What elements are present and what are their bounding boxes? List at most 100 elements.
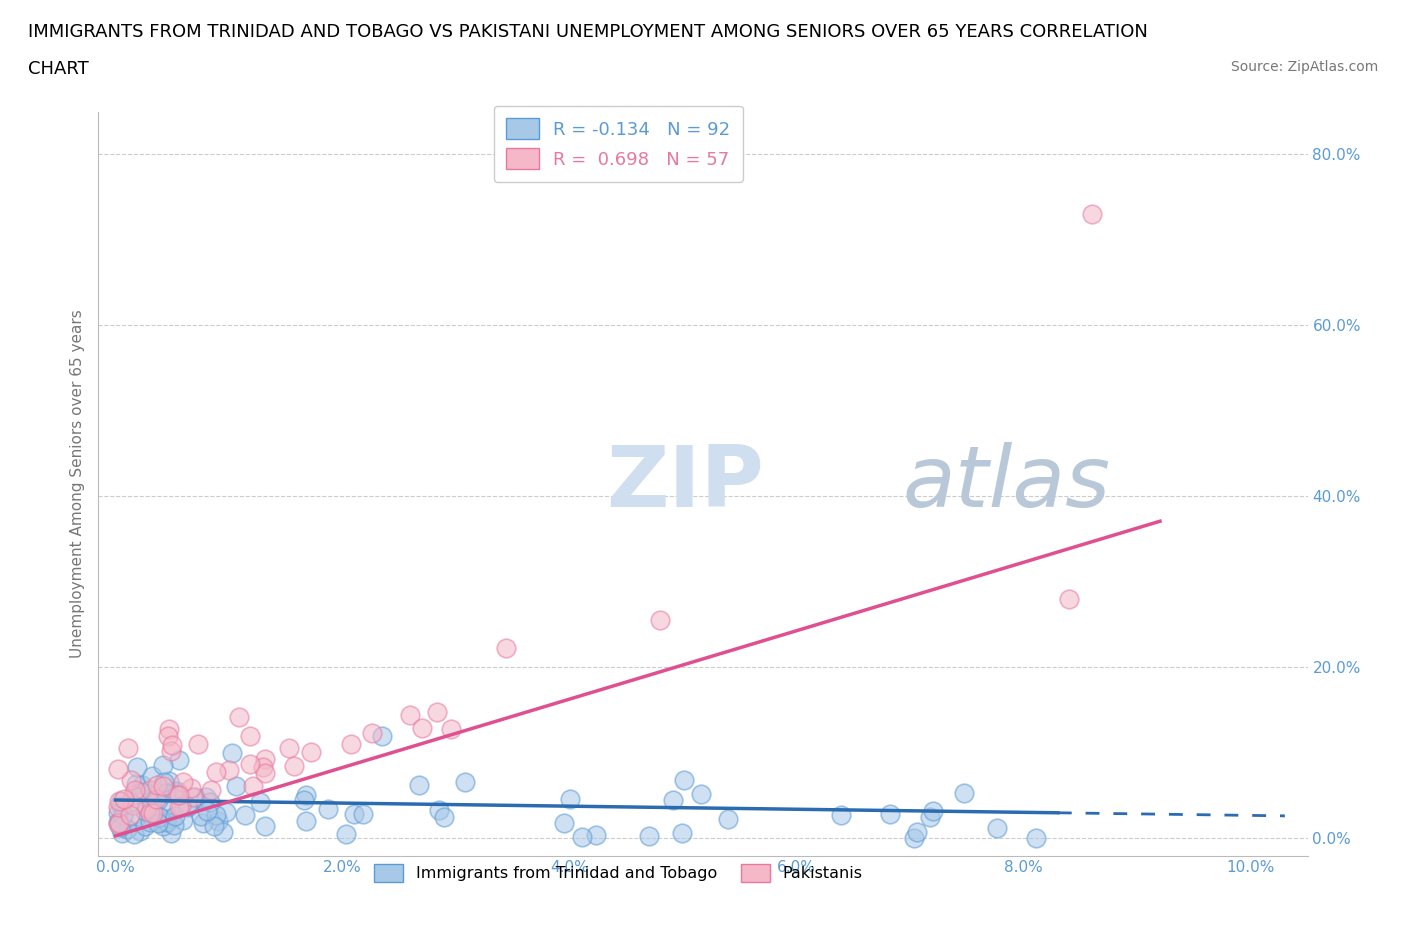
Point [160, 737, 183, 752]
Point [585, 828, 607, 843]
Point [149, 810, 172, 825]
Point [145, 791, 167, 806]
Point [717, 811, 740, 826]
Point [560, 791, 582, 806]
Point [183, 790, 205, 804]
Point [371, 728, 394, 743]
Point [155, 785, 177, 800]
Point [316, 802, 339, 817]
Point [135, 800, 157, 815]
Point [184, 790, 207, 804]
Point [141, 769, 163, 784]
Point [952, 786, 974, 801]
Point [299, 745, 322, 760]
Point [152, 757, 174, 772]
Point [399, 708, 422, 723]
Point [107, 762, 129, 777]
Text: Source: ZipAtlas.com: Source: ZipAtlas.com [1230, 60, 1378, 74]
Point [212, 825, 235, 840]
Point [571, 829, 593, 844]
Point [141, 796, 163, 811]
Point [903, 831, 925, 846]
Point [254, 818, 277, 833]
Point [202, 818, 225, 833]
Point [163, 817, 186, 832]
Point [218, 763, 240, 777]
Point [205, 807, 228, 822]
Point [125, 777, 148, 791]
Point [107, 815, 129, 830]
Point [138, 805, 160, 820]
Point [340, 737, 363, 751]
Point [139, 815, 162, 830]
Point [152, 778, 174, 793]
Point [249, 794, 271, 809]
Point [195, 804, 218, 818]
Point [139, 782, 162, 797]
Point [343, 807, 366, 822]
Point [411, 721, 433, 736]
Point [142, 805, 165, 820]
Point [207, 814, 229, 829]
Point [122, 798, 145, 813]
Legend: Immigrants from Trinidad and Tobago, Pakistanis: Immigrants from Trinidad and Tobago, Pak… [368, 857, 869, 888]
Point [120, 772, 142, 787]
Point [141, 802, 163, 817]
Point [186, 737, 208, 751]
Point [107, 800, 129, 815]
Point [107, 805, 129, 820]
Point [134, 818, 156, 833]
Point [117, 740, 139, 755]
Point [225, 779, 247, 794]
Point [122, 827, 145, 842]
Point [131, 777, 153, 792]
Point [905, 825, 928, 840]
Point [440, 722, 463, 737]
Point [169, 788, 191, 803]
Point [107, 817, 129, 831]
Point [221, 746, 243, 761]
Point [427, 803, 450, 817]
Point [193, 816, 215, 830]
Point [190, 808, 212, 823]
Text: IMMIGRANTS FROM TRINIDAD AND TOBAGO VS PAKISTANI UNEMPLOYMENT AMONG SENIORS OVER: IMMIGRANTS FROM TRINIDAD AND TOBAGO VS P… [28, 23, 1147, 41]
Point [352, 806, 374, 821]
Point [252, 759, 274, 774]
Point [228, 710, 250, 724]
Point [108, 816, 131, 830]
Point [1025, 831, 1047, 846]
Point [134, 804, 156, 818]
Point [152, 818, 174, 833]
Point [129, 784, 152, 799]
Point [129, 824, 152, 839]
Point [690, 786, 713, 801]
Point [426, 704, 449, 719]
Point [156, 815, 179, 830]
Point [920, 810, 942, 825]
Point [233, 808, 256, 823]
Point [295, 788, 318, 803]
Point [253, 751, 276, 766]
Point [121, 788, 143, 803]
Text: atlas: atlas [903, 442, 1111, 525]
Point [159, 826, 181, 841]
Point [176, 799, 198, 814]
Point [108, 794, 131, 809]
Point [120, 794, 142, 809]
Point [115, 822, 138, 837]
Point [112, 808, 135, 823]
Point [239, 729, 262, 744]
Point [215, 805, 238, 820]
Point [292, 792, 315, 807]
Point [253, 765, 276, 780]
Point [110, 793, 132, 808]
Point [830, 808, 852, 823]
Point [142, 789, 165, 804]
Point [200, 783, 222, 798]
Point [453, 775, 475, 790]
Point [198, 795, 221, 810]
Point [150, 815, 173, 830]
Point [295, 814, 318, 829]
Point [172, 775, 194, 790]
Point [194, 790, 217, 804]
